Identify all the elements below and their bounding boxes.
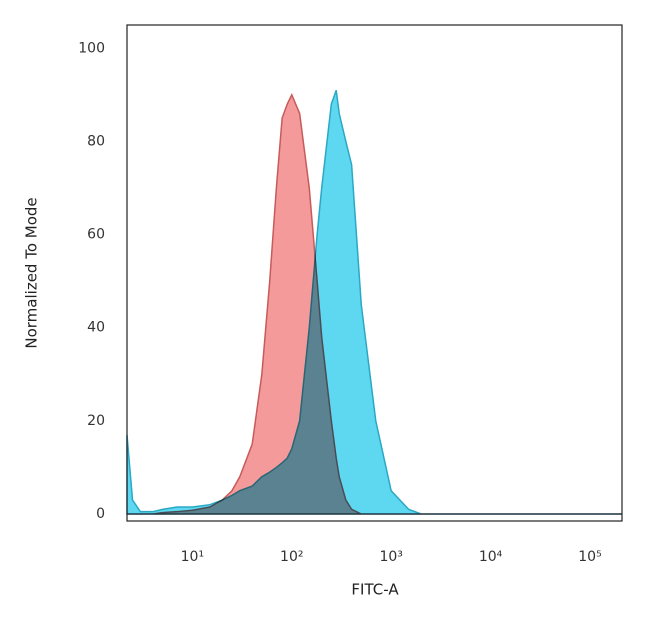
y-tick-label: 80 [87,133,105,149]
x-axis-label: FITC-A [351,581,399,599]
y-tick-label: 20 [87,413,105,429]
plot-frame [126,24,623,522]
histogram-area [127,93,622,515]
y-tick-label: 60 [87,227,105,243]
x-tick-label: 10³ [379,549,402,565]
x-tick-label: 10⁴ [479,549,503,565]
x-tick-label: 10⁵ [578,549,601,565]
x-tick-label: 10² [280,549,303,565]
x-tick-label: 10¹ [181,549,204,565]
histogram-area [126,89,622,515]
y-tick-label: 40 [87,320,105,336]
y-axis-label: Normalized To Mode [23,197,41,348]
y-tick-label: 0 [96,506,105,522]
y-tick-label: 100 [78,40,105,56]
